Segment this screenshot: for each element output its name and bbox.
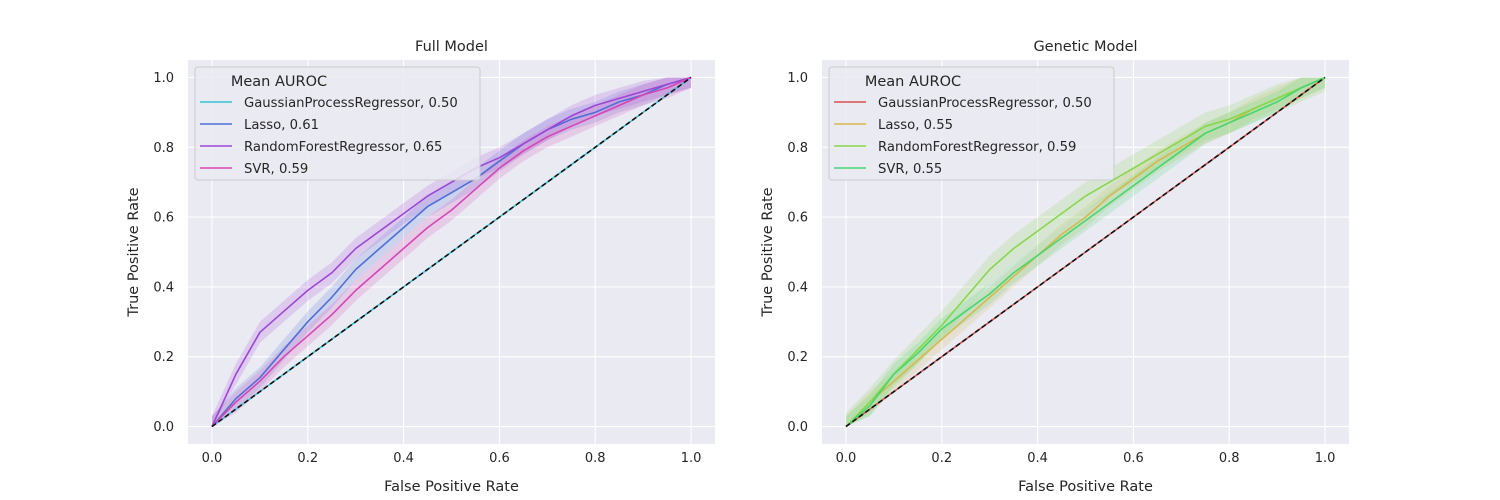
legend-label-0: GaussianProcessRegressor, 0.50 — [244, 96, 458, 111]
y-tick-label: 1.0 — [787, 71, 808, 86]
x-tick-label: 0.8 — [1219, 451, 1240, 466]
y-tick-label: 0.8 — [153, 141, 174, 156]
chart-title: Genetic Model — [1033, 39, 1137, 55]
series-line-2 — [211, 76, 692, 427]
y-tick-label: 0.2 — [787, 350, 808, 365]
y-axis-label: True Positive Rate — [126, 187, 142, 317]
y-tick-label: 0.0 — [153, 420, 174, 435]
chart-genetic-model: 0.0 0.2 0.4 0.6 0.8 1.0 0.0 0.2 0.4 0.6 0.8 1.0 Gen… — [760, 39, 1349, 495]
legend-title: Mean AUROC — [865, 74, 961, 90]
series-line-3 — [211, 76, 692, 428]
legend-box — [828, 66, 1115, 181]
tick-labels: 0.0 0.2 0.4 0.6 0.8 1.0 0.0 0.2 0.4 0.6 0.8 1.0 — [787, 71, 1335, 466]
legend-label-0: GaussianProcessRegressor, 0.50 — [878, 96, 1092, 111]
x-tick-label: 1.0 — [681, 451, 702, 466]
legend: Mean AUROC GaussianProcessRegressor, 0.5… — [194, 66, 481, 181]
legend-items: GaussianProcessRegressor, 0.50 Lasso, 0.5… — [834, 96, 1092, 177]
x-tick-label: 0.0 — [836, 451, 857, 466]
x-axis-label: False Positive Rate — [384, 479, 519, 495]
y-axis-label: True Positive Rate — [760, 187, 776, 317]
series-line-2 — [845, 76, 1326, 428]
series-line-3 — [845, 76, 1326, 428]
legend-label-1: Lasso, 0.55 — [878, 118, 953, 133]
y-tick-label: 0.6 — [787, 211, 808, 226]
y-tick-label: 0.0 — [787, 420, 808, 435]
legend-label-2: RandomForestRegressor, 0.59 — [878, 140, 1076, 155]
x-tick-label: 1.0 — [1315, 451, 1336, 466]
legend-label-3: SVR, 0.55 — [878, 162, 942, 177]
legend-box — [194, 66, 481, 181]
x-tick-label: 0.0 — [202, 451, 223, 466]
x-tick-label: 0.6 — [1123, 451, 1144, 466]
y-tick-label: 0.4 — [787, 280, 808, 295]
legend: Mean AUROC GaussianProcessRegressor, 0.5… — [828, 66, 1115, 181]
x-tick-label: 0.4 — [393, 451, 414, 466]
series-line-1 — [845, 76, 1326, 428]
x-tick-label: 0.6 — [489, 451, 510, 466]
chart-title: Full Model — [415, 39, 488, 55]
y-tick-label: 0.4 — [153, 280, 174, 295]
x-tick-label: 0.2 — [297, 451, 318, 466]
x-axis-label: False Positive Rate — [1018, 479, 1153, 495]
x-tick-label: 0.4 — [1027, 451, 1048, 466]
y-tick-label: 0.6 — [153, 211, 174, 226]
x-tick-label: 0.2 — [931, 451, 952, 466]
chart-full-model: 0.0 0.2 0.4 0.6 0.8 1.0 0.0 0.2 0.4 0.6 0.8 1.0 Ful… — [126, 39, 715, 495]
y-tick-label: 0.8 — [787, 141, 808, 156]
tick-labels: 0.0 0.2 0.4 0.6 0.8 1.0 0.0 0.2 0.4 0.6 0.8 1.0 — [153, 71, 701, 466]
chance-diagonal — [845, 76, 1326, 428]
legend-label-3: SVR, 0.59 — [244, 162, 308, 177]
legend-label-2: RandomForestRegressor, 0.65 — [244, 140, 442, 155]
y-tick-label: 1.0 — [153, 71, 174, 86]
series-line-1 — [211, 76, 692, 428]
chance-diagonal — [211, 76, 692, 428]
x-tick-label: 0.8 — [585, 451, 606, 466]
legend-items: GaussianProcessRegressor, 0.50 Lasso, 0.6… — [200, 96, 458, 177]
legend-label-1: Lasso, 0.61 — [244, 118, 319, 133]
legend-title: Mean AUROC — [231, 74, 327, 90]
y-tick-label: 0.2 — [153, 350, 174, 365]
